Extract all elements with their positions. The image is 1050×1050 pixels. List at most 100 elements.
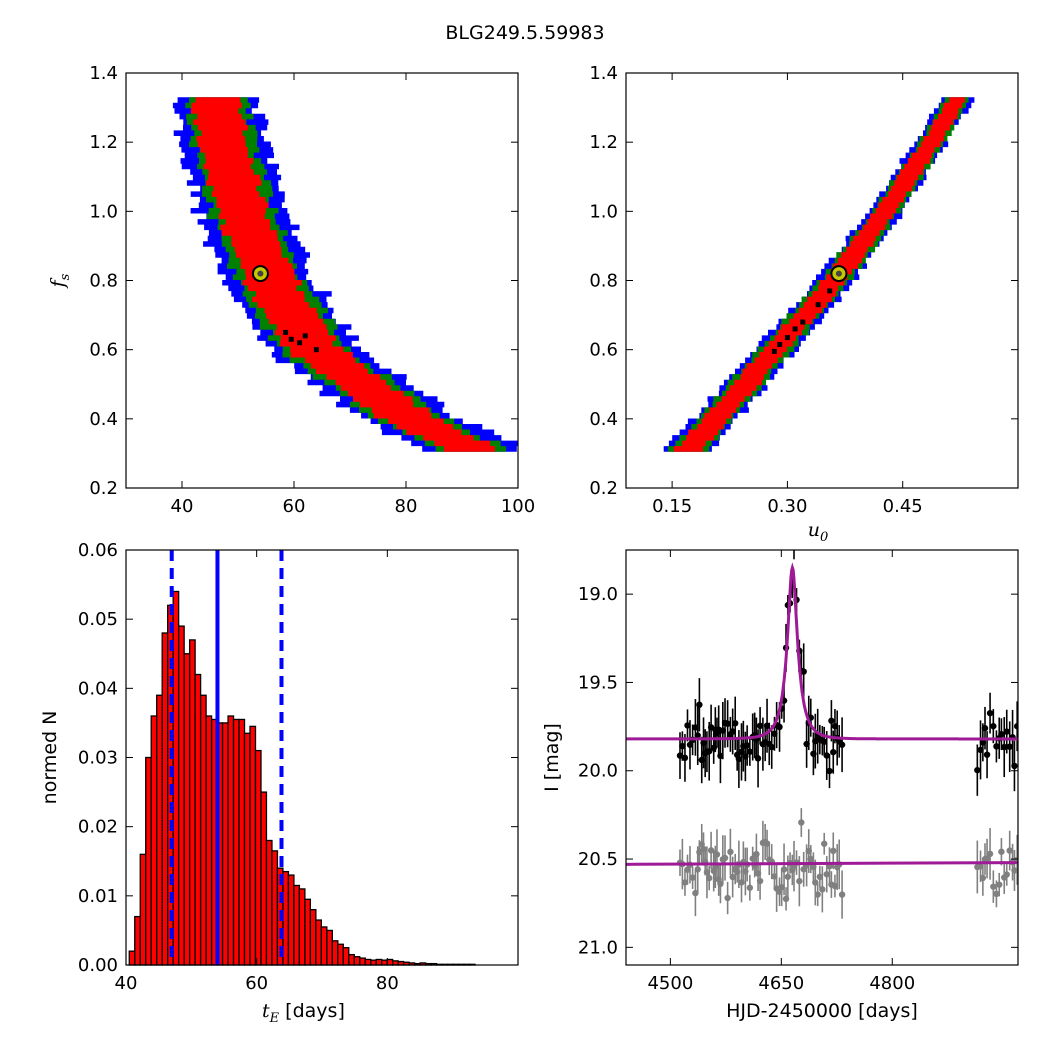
y-tick-label: 0.8 [89,271,118,292]
plot-frame [625,549,1019,966]
x-tick-label: 100 [501,496,535,517]
observed-point [826,767,833,775]
y-tick-label: 0.00 [78,955,118,976]
deblended-point [729,873,736,881]
deblended-point [684,866,691,873]
observed-point [981,724,989,732]
y-tick-label: 20.0 [578,761,618,782]
observed-point [694,732,701,739]
histogram-bar [320,926,328,966]
y-tick-label: 0.2 [589,478,618,499]
observed-point [1013,723,1018,730]
x-axis-label-sub: E [269,1011,280,1026]
histogram-bar [337,943,344,966]
histogram-bar [309,909,317,966]
te-histogram-panel: 40 60 80 0.00 0.01 0.02 0.03 0.04 0.05 0.06 normed… [39,540,519,1026]
x-tick-label: 40 [171,496,194,517]
histogram-bar [254,749,262,966]
deblended-point [816,873,824,881]
x-tick-label: 4500 [647,973,693,994]
histogram-bar [128,950,136,966]
deblended-point [990,883,997,890]
deblended-point [986,850,994,858]
observed-point [974,766,981,774]
y-tick-label: 0.6 [589,340,618,361]
deblended-point [821,840,828,847]
histogram-bar [178,625,185,966]
y-axis-label: fs [47,273,73,289]
deblended-point [784,873,792,880]
observed-point [830,748,837,756]
y-tick-label: 0.6 [89,340,118,361]
observed-point [1006,743,1013,750]
posterior-sample [815,302,821,308]
deblended-point [819,886,826,893]
x-tick-label: 0.15 [652,496,692,517]
deblended-point [727,848,734,856]
observed-point [746,748,754,755]
histogram-bar [353,956,361,966]
histogram-bar [359,957,366,966]
histogram-bar [238,718,246,966]
observed-point [729,728,736,735]
observed-point [768,743,775,751]
histogram-bar [271,850,279,966]
deblended-point [823,871,830,878]
deblended-point [681,879,689,886]
histogram-bar [293,884,301,966]
y-tick-label: 0.05 [78,609,118,630]
deblended-point [979,874,987,882]
observed-point [990,722,997,730]
histogram-bar [392,960,399,966]
light-curve-points [626,550,1018,919]
histogram-bar [386,958,394,966]
histogram-bar [172,590,180,966]
observed-point [776,723,783,731]
posterior-sample [313,347,319,353]
x-tick-label: 0.45 [883,496,923,517]
deblended-point [1011,867,1018,874]
deblended-point [998,848,1005,855]
posterior-sample [283,329,289,335]
middle-credible-region [185,97,507,452]
y-tick-label: 1.4 [89,63,118,84]
observed-point [696,701,703,708]
fs-vs-te-panel: 40 60 80 100 0.2 0.4 0.6 0.8 1.0 1.2 1.4 fs [47,63,535,517]
posterior-sample [777,341,783,347]
y-tick-label: 1.0 [89,201,118,222]
deblended-point [1006,847,1013,854]
deblended-point [724,894,731,902]
x-tick-label: 60 [283,496,306,517]
x-tick-label: 4650 [758,973,804,994]
x-axis-label: tE [days] [262,1000,345,1026]
x-axis-label-sub: 0 [820,530,828,545]
histogram-bar [249,725,257,966]
observed-point [823,752,830,759]
observed-point [993,743,1000,750]
posterior-sample [792,326,798,332]
y-tick-label: 0.01 [78,886,118,907]
deblended-point [780,866,788,873]
y-tick-label: 0.2 [89,478,118,499]
deblended-point [713,851,721,858]
histogram-bar [282,870,290,966]
y-axis-label: I [mag] [541,723,563,792]
y-tick-label: 21.0 [578,937,618,958]
y-tick-label: 0.04 [78,678,118,699]
histogram-bar [315,919,322,966]
deblended-point [796,877,803,885]
blend-model-line [626,861,1018,866]
histogram-bar [161,632,169,966]
histogram-bar [381,959,388,966]
observed-point [986,709,994,717]
histogram-bar [139,853,147,966]
histogram-bar [227,715,235,966]
posterior-sample [288,336,294,342]
histogram-bar [156,694,163,966]
posterior-map [663,97,975,452]
y-axis-label: normed N [39,711,61,805]
deblended-point [812,879,819,886]
fs-vs-u0-panel: 0.15 0.30 0.45 0.2 0.4 0.6 0.8 1.0 1.2 1.4 u0 [589,63,1019,545]
observed-point [1003,728,1010,735]
histogram-bar [265,839,273,966]
